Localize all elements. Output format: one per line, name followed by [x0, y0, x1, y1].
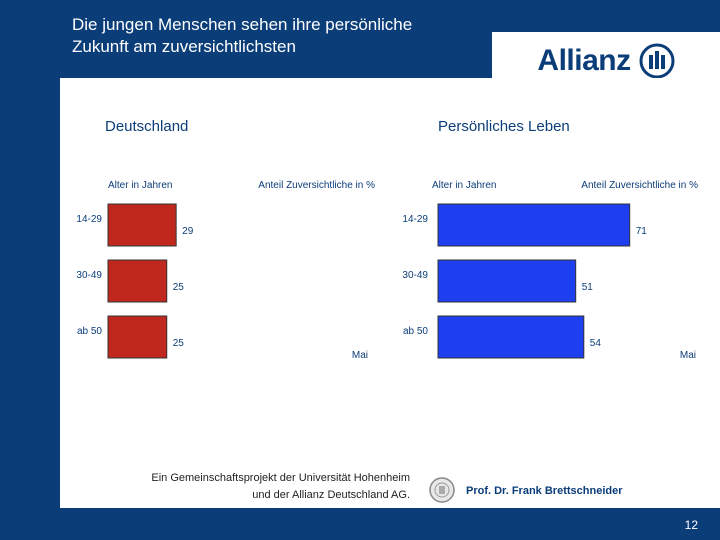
y-axis-label: Alter in Jahren [108, 180, 172, 191]
footer-line-1: Ein Gemeinschaftsprojekt der Universität… [151, 472, 410, 484]
bar [437, 315, 585, 359]
chart-panel: Deutschland Alter in Jahren Anteil Zuversi… [60, 78, 720, 462]
slide-title: Die jungen Menschen sehen ihre persönlic… [72, 14, 412, 58]
charts-svg: Deutschland Alter in Jahren Anteil Zuversi… [76, 118, 698, 361]
data-label: 25 [173, 338, 185, 349]
university-seal-icon [429, 477, 455, 503]
chart-deutschland: Deutschland Alter in Jahren Anteil Zuversi… [76, 118, 375, 361]
x-axis-label: Anteil Zuversichtliche in % [581, 180, 698, 191]
allianz-emblem-icon [639, 43, 675, 78]
footer-line-2: und der Allianz Deutschland AG. [252, 489, 410, 501]
chart-title: Deutschland [105, 118, 188, 135]
data-label: 71 [636, 226, 648, 237]
bar [437, 259, 577, 303]
category-label: ab 50 [403, 326, 428, 337]
category-label: 30-49 [76, 270, 102, 281]
page-number: 12 [684, 518, 698, 532]
category-label: ab 50 [77, 326, 102, 337]
chart-persoenliches-leben: Persönliches Leben Alter in Jahren Anteil … [402, 118, 698, 361]
note-label: Mai [680, 350, 696, 361]
footer-author-box: Prof. Dr. Frank Brettschneider [424, 462, 720, 508]
note-label: Mai [352, 350, 368, 361]
author-name: Prof. Dr. Frank Brettschneider [466, 485, 623, 497]
title-line-2: Zukunft am zuversichtlichsten [72, 37, 296, 56]
logo-text: Allianz [537, 43, 631, 77]
title-line-1: Die jungen Menschen sehen ihre persönlic… [72, 15, 413, 34]
bar [107, 259, 168, 303]
bar [437, 203, 631, 247]
bar [107, 315, 168, 359]
x-axis-label: Anteil Zuversichtliche in % [258, 180, 375, 191]
category-label: 14-29 [402, 214, 428, 225]
category-label: 30-49 [402, 270, 428, 281]
footer-project-note: Ein Gemeinschaftsprojekt der Universität… [60, 462, 424, 508]
y-axis-label: Alter in Jahren [432, 180, 496, 191]
category-label: 14-29 [76, 214, 102, 225]
data-label: 29 [182, 226, 194, 237]
data-label: 51 [582, 282, 594, 293]
bar [107, 203, 177, 247]
data-label: 25 [173, 282, 185, 293]
chart-title: Persönliches Leben [438, 118, 570, 135]
data-label: 54 [590, 338, 602, 349]
